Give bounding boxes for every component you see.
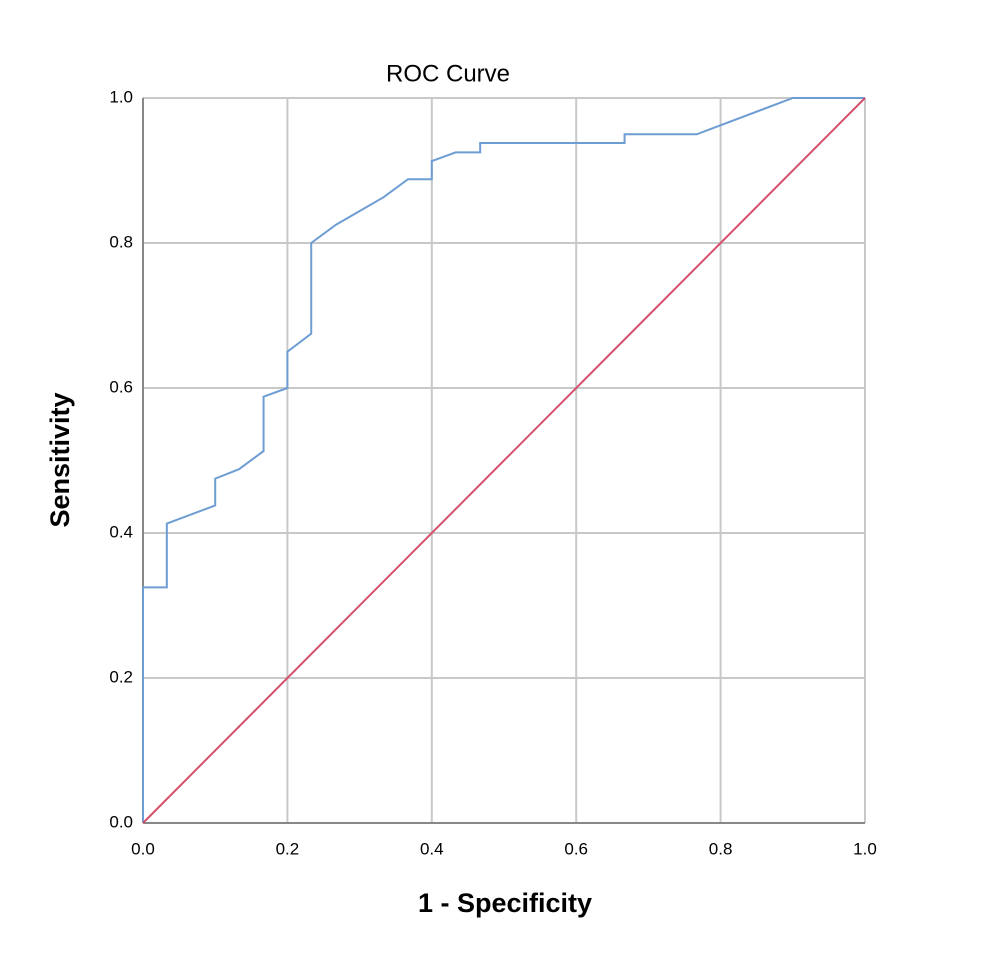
x-tick-label: 1.0 [853, 839, 877, 858]
y-axis-label: Sensitivity [45, 392, 75, 527]
x-axis-label: 1 - Specificity [418, 888, 592, 918]
y-tick-label: 0.4 [109, 522, 133, 541]
x-tick-label: 0.0 [131, 839, 155, 858]
y-tick-label: 0.2 [109, 667, 133, 686]
x-tick-label: 0.6 [564, 839, 588, 858]
x-tick-label: 0.2 [276, 839, 300, 858]
y-tick-label: 0.6 [109, 377, 133, 396]
chart-title: ROC Curve [386, 60, 510, 87]
roc-line [142, 97, 866, 824]
x-tick-label: 0.4 [420, 839, 444, 858]
y-tick-label: 1.0 [109, 87, 133, 106]
x-tick-label: 0.8 [709, 839, 733, 858]
roc-line [142, 97, 865, 823]
y-tick-label: 0.8 [109, 232, 133, 251]
y-tick-label: 0.0 [109, 812, 133, 831]
